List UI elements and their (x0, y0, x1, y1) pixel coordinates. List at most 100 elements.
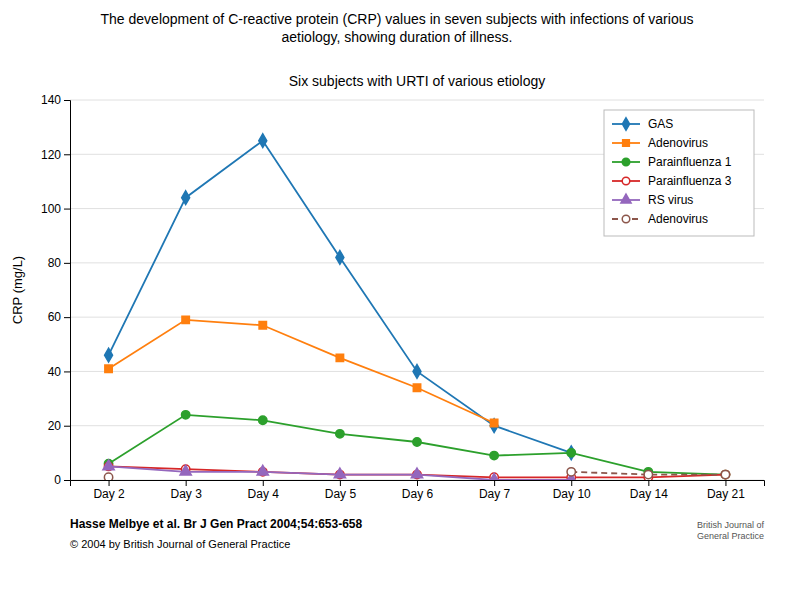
legend-swatch-marker (623, 140, 630, 147)
point (336, 251, 344, 265)
grid-line (70, 100, 764, 101)
y-axis-label: CRP (mg/L) (10, 256, 25, 324)
y-tick: 140 (41, 93, 70, 107)
x-tick-mark (648, 480, 649, 486)
x-tick-mark (186, 480, 187, 486)
x-tick: Day 6 (402, 480, 434, 501)
grid (70, 100, 764, 480)
grid-line (70, 425, 764, 426)
point (181, 411, 189, 419)
point (334, 468, 345, 478)
point (180, 465, 191, 475)
annotation: Hasse Melbye et al. Br J Gen Pract 2004;… (70, 517, 362, 531)
legend-label: Adenovirus (648, 212, 708, 226)
legend-label: Parainfluenza 1 (648, 155, 732, 169)
y-tick-label: 100 (41, 202, 61, 216)
annotation: © 2004 by British Journal of General Pra… (70, 538, 290, 550)
annotation-line: General Practice (697, 531, 764, 541)
y-tick: 120 (41, 148, 70, 162)
title-line: The development of C-reactive protein (C… (101, 11, 694, 27)
y-axis: 0 20 40 60 80 100 120 140 (41, 93, 71, 487)
legend-label: Parainfluenza 3 (648, 174, 732, 188)
x-tick-mark (340, 480, 341, 486)
legend: GAS Adenovirus Parainfluenza 1 Parainfluenz… (604, 110, 754, 236)
x-tick-mark (263, 480, 264, 486)
y-tick-label: 140 (41, 93, 61, 107)
x-tick-mark (571, 480, 572, 486)
y-tick-mark (64, 209, 70, 210)
point (182, 191, 190, 205)
legend-item: Parainfluenza 1 (612, 155, 732, 169)
annotation-line: Hasse Melbye et al. Br J Gen Pract 2004;… (70, 517, 362, 531)
y-tick-label: 60 (48, 310, 62, 324)
legend-label: GAS (648, 117, 673, 131)
point (411, 468, 422, 478)
legend-item: Adenovirus (612, 212, 708, 226)
point (336, 430, 344, 438)
point (259, 416, 267, 424)
y-tick-label: 80 (48, 256, 62, 270)
y-tick: 0 (54, 473, 70, 487)
x-tick-label: Day 10 (553, 487, 591, 501)
y-tick-mark (64, 371, 70, 372)
legend-swatch-marker (622, 118, 629, 130)
point (105, 348, 113, 362)
annotation-line: © 2004 by British Journal of General Pra… (70, 538, 290, 550)
series-line (109, 466, 572, 480)
y-tick: 20 (48, 419, 70, 433)
x-tick-label: Day 6 (402, 487, 434, 501)
point (490, 419, 498, 433)
y-axis-line (64, 101, 71, 481)
legend-item: Parainfluenza 3 (612, 174, 732, 188)
y-tick-mark (64, 426, 70, 427)
x-tick-mark (109, 480, 110, 486)
y-tick-mark (64, 154, 70, 155)
x-tick-mark (494, 480, 495, 486)
point (105, 365, 112, 372)
y-tick-mark (64, 317, 70, 318)
point (104, 473, 112, 480)
x-tick: Day 21 (707, 480, 745, 501)
legend-box (604, 110, 754, 236)
series (105, 316, 498, 427)
x-tick: Day 2 (93, 480, 125, 501)
x-tick: Day 3 (170, 480, 202, 501)
x-tick-label: Day 5 (325, 487, 357, 501)
x-axis: Day 2 Day 3 Day 4 Day 5 Day 6 Day 7 Day 10 Day … (71, 480, 765, 501)
y-tick-label: 120 (41, 148, 61, 162)
point (567, 468, 575, 476)
series (104, 462, 729, 480)
point (567, 449, 575, 457)
legend-label: Adenovirus (648, 136, 708, 150)
legend-swatch-marker (621, 194, 631, 203)
grid-line (70, 317, 764, 318)
point (567, 446, 575, 460)
x-tick: Day 5 (325, 480, 357, 501)
chart-svg: The development of C-reactive protein (C… (0, 0, 794, 595)
y-tick: 80 (48, 256, 70, 270)
x-tick-mark (417, 480, 418, 486)
legend-swatch-marker (622, 177, 630, 185)
point (721, 470, 729, 478)
series-line (109, 141, 572, 453)
y-tick-label: 0 (54, 473, 61, 487)
x-tick-label: Day 14 (630, 487, 668, 501)
point (490, 419, 497, 426)
x-tick: Day 7 (479, 480, 511, 501)
series-line (109, 320, 495, 423)
subtitle: Six subjects with URTI of various etiolo… (289, 73, 546, 89)
series (104, 468, 729, 480)
series-line (109, 472, 726, 477)
y-tick: 60 (48, 310, 70, 324)
point (644, 470, 652, 478)
x-tick: Day 4 (248, 480, 280, 501)
point (182, 316, 189, 323)
x-tick-label: Day 4 (248, 487, 280, 501)
point (259, 322, 266, 329)
point (413, 365, 421, 379)
x-tick: Day 10 (553, 480, 591, 501)
point (413, 438, 421, 446)
y-tick-label: 40 (48, 365, 62, 379)
annotation-line: British Journal of (697, 520, 765, 530)
legend-swatch-marker (622, 215, 630, 223)
